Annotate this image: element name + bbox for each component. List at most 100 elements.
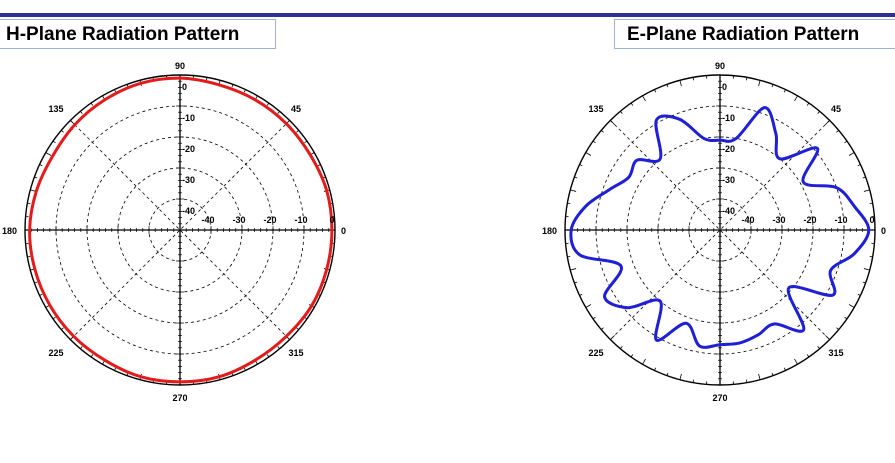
- h-plane-angle-tick: [231, 84, 234, 88]
- e-plane-radial-label: 0: [722, 82, 727, 92]
- e-plane-angle-tick: [825, 335, 830, 340]
- h-plane-angle-tick: [61, 327, 64, 330]
- h-plane-angle-label: 315: [288, 348, 303, 358]
- e-plane-angle-tick: [806, 102, 810, 106]
- e-plane-angle-tick: [783, 367, 786, 371]
- e-plane-angle-tick: [869, 202, 873, 204]
- e-plane-radial-axis-label: -40: [741, 215, 754, 225]
- h-plane-angle-tick: [296, 130, 299, 133]
- h-plane-angle-tick: [277, 346, 280, 349]
- h-plane-angle-label: 90: [175, 61, 185, 71]
- e-plane-angle-tick: [592, 316, 596, 320]
- e-plane-angle-tick: [794, 358, 798, 365]
- e-plane-angle-tick: [771, 372, 774, 376]
- h-plane-angle-label: 135: [48, 104, 63, 114]
- e-plane-angle-tick: [601, 130, 604, 133]
- h-plane-angle-label: 225: [48, 348, 63, 358]
- e-plane-angle-tick: [783, 89, 786, 93]
- h-plane-angle-tick: [277, 111, 280, 114]
- e-plane-angle-tick: [630, 354, 634, 358]
- e-plane-radial-label: -30: [722, 175, 735, 185]
- h-plane-radial-label: 0: [182, 82, 187, 92]
- h-plane-radial-axis-label: -40: [201, 215, 214, 225]
- h-plane-radial-axis-label: -20: [263, 215, 276, 225]
- e-plane-angle-tick: [857, 164, 861, 167]
- h-plane-angle-tick: [296, 327, 299, 330]
- e-plane-angle-tick: [630, 102, 634, 106]
- h-plane-radial-axis-label: -10: [294, 215, 307, 225]
- e-plane-angle-tick: [570, 189, 577, 192]
- h-plane-angle-tick: [39, 293, 43, 296]
- h-plane-angle-label: 180: [2, 226, 17, 236]
- h-plane-angle-tick: [52, 140, 56, 144]
- h-plane-radial-label: -20: [182, 144, 195, 154]
- e-plane-angle-label: 0: [881, 226, 886, 236]
- e-plane-angle-tick: [836, 327, 839, 330]
- e-plane-angle-tick: [862, 176, 866, 179]
- e-plane-angle-tick: [817, 111, 820, 114]
- h-plane-angle-tick: [39, 164, 43, 167]
- e-plane-angle-tick: [620, 111, 623, 114]
- e-plane-angle-label: 135: [588, 104, 603, 114]
- e-plane-radial-label: -10: [722, 113, 735, 123]
- h-plane-radial-axis-label: 0: [329, 215, 334, 225]
- e-plane-angle-tick: [869, 256, 873, 258]
- e-plane-angle-tick: [758, 373, 761, 380]
- e-plane-angle-tick: [642, 95, 646, 102]
- e-plane-radial-axis-label: 0: [869, 215, 874, 225]
- h-plane-radial-axis-label: -30: [232, 215, 245, 225]
- e-plane-angle-tick: [592, 140, 596, 144]
- h-plane-angle-tick: [206, 77, 208, 81]
- h-plane-angle-tick: [90, 354, 94, 358]
- h-plane-angle-tick: [266, 102, 270, 106]
- e-plane-angle-tick: [848, 152, 855, 156]
- e-plane-angle-tick: [610, 120, 615, 125]
- h-plane-polar-chart: 0 45 90 135 180 225 270 315 0 -10 -20 -30 -40 -40 -30 -…: [2, 61, 346, 403]
- h-plane-angle-tick: [27, 202, 31, 204]
- e-plane-angle-tick: [679, 80, 682, 87]
- e-plane-angle-tick: [746, 77, 748, 81]
- e-plane-angle-tick: [610, 335, 615, 340]
- e-plane-radial-label: -40: [722, 206, 735, 216]
- e-plane-angle-label: 45: [831, 104, 841, 114]
- e-plane-radial-axis-label: -10: [834, 215, 847, 225]
- e-plane-angle-tick: [836, 130, 839, 133]
- e-plane-angle-tick: [746, 379, 748, 383]
- e-plane-angle-tick: [574, 281, 578, 284]
- e-plane-angle-tick: [642, 358, 646, 365]
- h-plane-angle-label: 270: [172, 393, 187, 403]
- h-plane-chart-title: H-Plane Radiation Pattern: [0, 19, 276, 49]
- e-plane-angle-tick: [620, 346, 623, 349]
- h-plane-angle-tick: [317, 164, 321, 167]
- e-plane-radial-axis-label: -20: [803, 215, 816, 225]
- e-plane-angle-tick: [863, 189, 870, 192]
- e-plane-angle-tick: [806, 354, 810, 358]
- e-plane-angle-tick: [567, 202, 571, 204]
- e-plane-angle-tick: [570, 268, 577, 271]
- e-plane-angle-tick: [817, 346, 820, 349]
- e-plane-angle-tick: [679, 373, 682, 380]
- e-plane-angle-tick: [601, 327, 604, 330]
- e-plane-pattern-trace: [569, 106, 871, 349]
- h-plane-diagonal-spoke: [70, 120, 290, 340]
- e-plane-angle-tick: [692, 379, 694, 383]
- h-plane-angle-tick: [114, 89, 117, 93]
- e-plane-angle-tick: [654, 367, 657, 371]
- e-plane-angle-label: 180: [542, 226, 557, 236]
- h-plane-angle-tick: [90, 102, 94, 106]
- e-plane-angle-tick: [794, 95, 798, 102]
- h-plane-angle-tick: [304, 140, 308, 144]
- h-plane-angle-tick: [114, 367, 117, 371]
- e-plane-angle-tick: [692, 77, 694, 81]
- h-plane-angle-label: 45: [291, 104, 301, 114]
- h-plane-angle-tick: [243, 89, 246, 93]
- h-plane-angle-tick: [266, 354, 270, 358]
- header-rule: [0, 13, 895, 17]
- e-plane-angle-tick: [844, 316, 848, 320]
- e-plane-angle-tick: [585, 152, 592, 156]
- e-plane-angle-tick: [666, 84, 669, 88]
- e-plane-angle-tick: [863, 268, 870, 271]
- e-plane-angle-label: 90: [715, 61, 725, 71]
- e-plane-angle-label: 270: [712, 393, 727, 403]
- h-plane-angle-label: 0: [341, 226, 346, 236]
